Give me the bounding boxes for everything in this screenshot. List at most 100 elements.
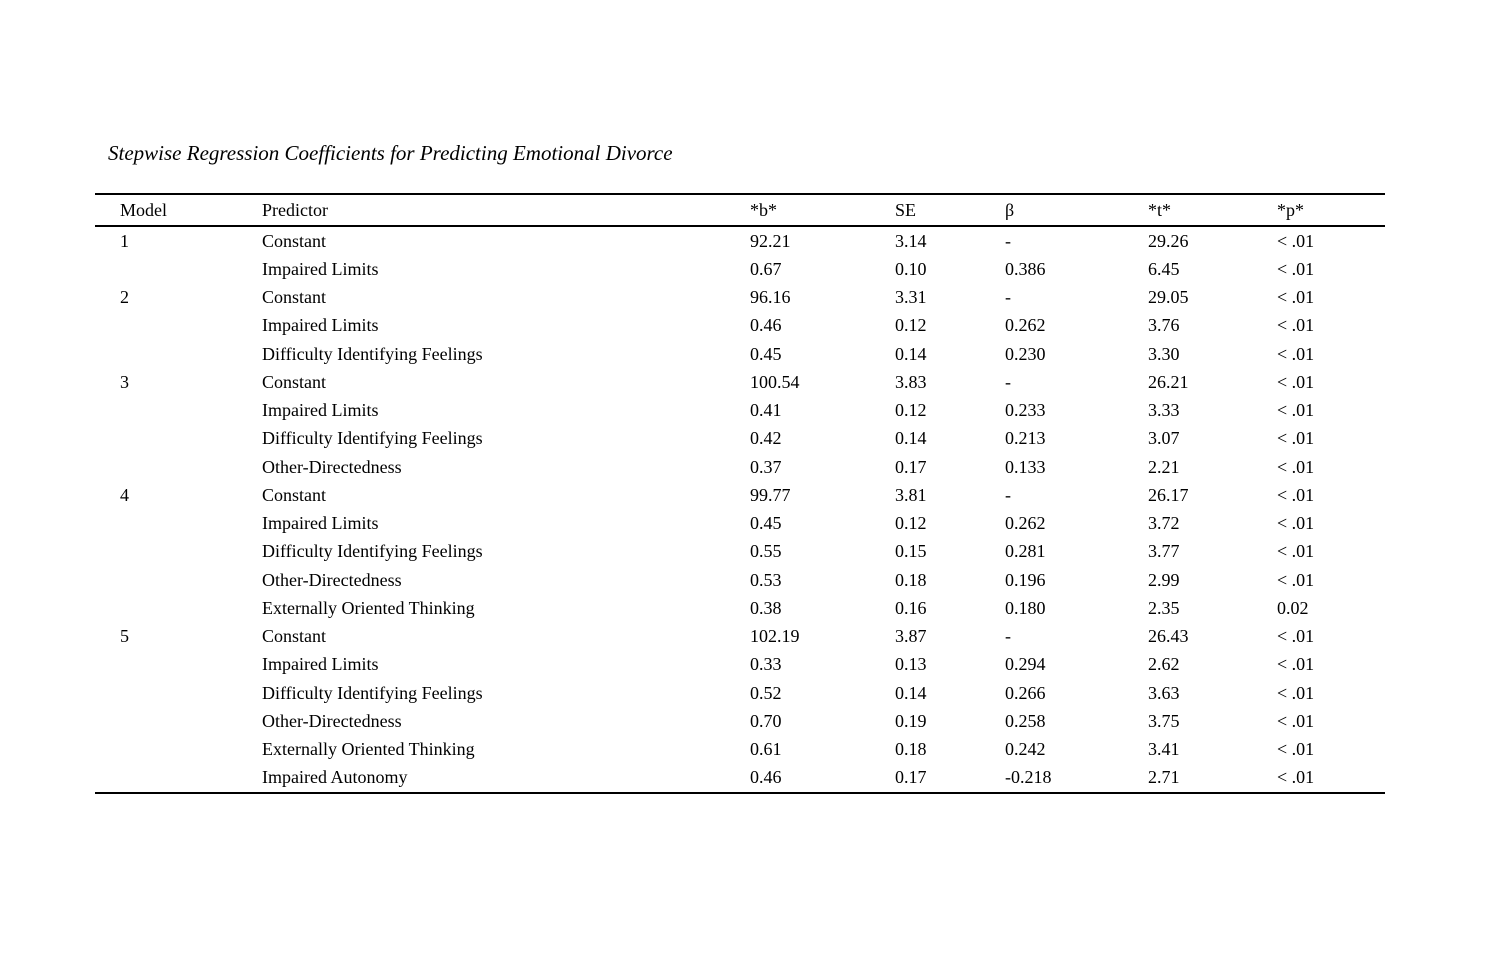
cell-model: 4	[120, 484, 129, 505]
cell-p: < .01	[1277, 230, 1315, 251]
table-row: Impaired Limits 0.41 0.12 0.233 3.33 < .01	[95, 397, 1385, 425]
table-row: Other-Directedness 0.53 0.18 0.196 2.99 < .01	[95, 566, 1385, 594]
cell-p: < .01	[1277, 569, 1315, 590]
cell-se: 0.12	[895, 315, 927, 336]
table-row: Impaired Autonomy 0.46 0.17 -0.218 2.71 < .01	[95, 764, 1385, 793]
cell-beta: 0.213	[1005, 428, 1046, 449]
cell-p: < .01	[1277, 315, 1315, 336]
cell-se: 3.83	[895, 371, 927, 392]
cell-t: 2.62	[1148, 654, 1180, 675]
cell-t: 3.41	[1148, 739, 1180, 760]
cell-model	[95, 736, 262, 764]
col-header-p: *p*	[1277, 194, 1385, 227]
cell-model	[95, 679, 262, 707]
cell-p: < .01	[1277, 710, 1315, 731]
cell-predictor: Difficulty Identifying Feelings	[262, 428, 483, 449]
cell-predictor: Impaired Limits	[262, 315, 379, 336]
cell-b: 0.55	[750, 541, 782, 562]
cell-model	[95, 312, 262, 340]
col-header-beta: β	[1005, 194, 1148, 227]
cell-t: 3.07	[1148, 428, 1180, 449]
cell-se: 0.10	[895, 258, 927, 279]
cell-predictor: Difficulty Identifying Feelings	[262, 541, 483, 562]
table-row: Externally Oriented Thinking 0.38 0.16 0.18…	[95, 594, 1385, 622]
cell-beta: 0.281	[1005, 541, 1046, 562]
cell-t: 6.45	[1148, 258, 1180, 279]
cell-p: < .01	[1277, 428, 1315, 449]
cell-beta: -	[1005, 287, 1011, 308]
cell-b: 0.41	[750, 400, 782, 421]
cell-model: 2	[120, 287, 129, 308]
cell-b: 0.42	[750, 428, 782, 449]
cell-beta: 0.242	[1005, 739, 1046, 760]
cell-t: 2.35	[1148, 597, 1180, 618]
cell-t: 2.21	[1148, 456, 1180, 477]
cell-se: 0.15	[895, 541, 927, 562]
cell-se: 3.14	[895, 230, 927, 251]
cell-p: < .01	[1277, 371, 1315, 392]
cell-p: < .01	[1277, 400, 1315, 421]
cell-beta: 0.386	[1005, 258, 1046, 279]
table-row: Impaired Limits 0.45 0.12 0.262 3.72 < .01	[95, 510, 1385, 538]
col-header-t: *t*	[1148, 194, 1277, 227]
cell-model	[95, 510, 262, 538]
table-header-row: Model Predictor *b* SE β *t* *p*	[95, 194, 1385, 227]
cell-t: 3.75	[1148, 710, 1180, 731]
cell-predictor: Constant	[262, 626, 327, 647]
cell-model	[95, 651, 262, 679]
table-row: Other-Directedness 0.37 0.17 0.133 2.21 < .01	[95, 453, 1385, 481]
cell-predictor: Constant	[262, 484, 327, 505]
cell-p: < .01	[1277, 343, 1315, 364]
cell-b: 92.21	[750, 230, 791, 251]
table-row: Difficulty Identifying Feelings 0.45 0.14 0…	[95, 340, 1385, 368]
cell-se: 0.13	[895, 654, 927, 675]
cell-model	[95, 566, 262, 594]
cell-t: 2.71	[1148, 767, 1180, 788]
cell-model	[95, 594, 262, 622]
cell-beta: 0.196	[1005, 569, 1046, 590]
cell-predictor: Impaired Limits	[262, 513, 379, 534]
cell-b: 0.46	[750, 767, 782, 788]
cell-p: 0.02	[1277, 597, 1309, 618]
cell-model	[95, 255, 262, 283]
cell-b: 96.16	[750, 287, 791, 308]
cell-beta: 0.180	[1005, 597, 1046, 618]
table-row: 5 Constant 102.19 3.87 - 26.43 < .01	[95, 623, 1385, 651]
cell-beta: 0.233	[1005, 400, 1046, 421]
cell-se: 3.31	[895, 287, 927, 308]
table-row: Difficulty Identifying Feelings 0.52 0.14 0…	[95, 679, 1385, 707]
cell-beta: -	[1005, 230, 1011, 251]
cell-p: < .01	[1277, 541, 1315, 562]
col-header-b: *b*	[750, 194, 895, 227]
cell-p: < .01	[1277, 682, 1315, 703]
table-row: Externally Oriented Thinking 0.61 0.18 0.24…	[95, 736, 1385, 764]
table-row: Impaired Limits 0.33 0.13 0.294 2.62 < .01	[95, 651, 1385, 679]
cell-predictor: Impaired Autonomy	[262, 767, 408, 788]
cell-b: 0.52	[750, 682, 782, 703]
cell-se: 0.18	[895, 569, 927, 590]
cell-b: 0.61	[750, 739, 782, 760]
cell-t: 2.99	[1148, 569, 1180, 590]
cell-model	[95, 425, 262, 453]
cell-p: < .01	[1277, 258, 1315, 279]
cell-predictor: Impaired Limits	[262, 400, 379, 421]
cell-model: 5	[120, 626, 129, 647]
cell-b: 99.77	[750, 484, 791, 505]
cell-predictor: Impaired Limits	[262, 258, 379, 279]
cell-p: < .01	[1277, 654, 1315, 675]
cell-b: 0.67	[750, 258, 782, 279]
cell-beta: 0.294	[1005, 654, 1046, 675]
cell-predictor: Other-Directedness	[262, 710, 402, 731]
cell-p: < .01	[1277, 287, 1315, 308]
cell-predictor: Other-Directedness	[262, 569, 402, 590]
cell-predictor: Difficulty Identifying Feelings	[262, 343, 483, 364]
cell-beta: -	[1005, 626, 1011, 647]
regression-table: Model Predictor *b* SE β *t* *p* 1 Consta…	[95, 193, 1385, 794]
cell-t: 29.05	[1148, 287, 1189, 308]
cell-beta: 0.262	[1005, 315, 1046, 336]
cell-b: 0.53	[750, 569, 782, 590]
cell-b: 0.70	[750, 710, 782, 731]
cell-t: 26.43	[1148, 626, 1189, 647]
table-row: Other-Directedness 0.70 0.19 0.258 3.75 < .01	[95, 707, 1385, 735]
col-header-predictor: Predictor	[262, 194, 750, 227]
